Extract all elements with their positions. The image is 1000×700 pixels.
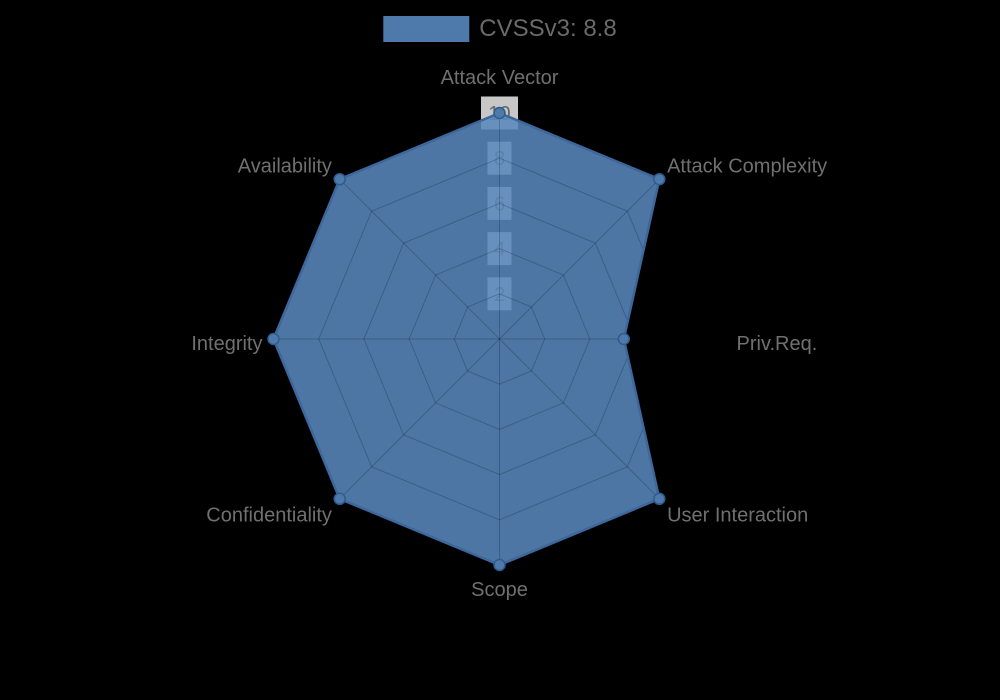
vertex-marker <box>333 172 346 186</box>
radar-grid-ring <box>318 157 681 521</box>
axis-label-scope: Scope <box>471 579 528 601</box>
radar-angle-line <box>339 178 500 340</box>
chart-legend[interactable]: CVSSv3: 8.8 <box>383 15 617 42</box>
radar-grid-ring <box>408 248 591 430</box>
radar-grid-ring <box>363 202 636 476</box>
vertex-marker <box>653 492 666 506</box>
radar-series-fill <box>273 113 660 565</box>
vertex-marker <box>493 558 506 572</box>
vertex-marker <box>333 492 346 506</box>
axis-label-integrity: Integrity <box>191 333 262 355</box>
axis-label-priv-req: Priv.Req. <box>737 333 818 355</box>
vertex-marker <box>267 332 280 346</box>
axis-label-confidentiality: Confidentiality <box>206 505 332 527</box>
radar-angle-line <box>499 178 660 340</box>
axis-label-user-interaction: User Interaction <box>667 505 808 527</box>
radar-grid-ring <box>453 293 546 385</box>
vertex-marker <box>617 332 631 346</box>
axis-label-availability: Availability <box>238 155 332 177</box>
legend-swatch-icon <box>383 16 470 42</box>
radar-angle-line <box>339 338 500 500</box>
axis-label-attack-complexity: Attack Complexity <box>667 155 827 177</box>
radar-angle-line <box>499 338 660 500</box>
legend-label: CVSSv3: 8.8 <box>479 15 617 42</box>
vertex-marker <box>653 172 666 186</box>
axis-label-attack-vector: Attack Vector <box>441 67 559 89</box>
vertex-marker <box>493 106 506 120</box>
